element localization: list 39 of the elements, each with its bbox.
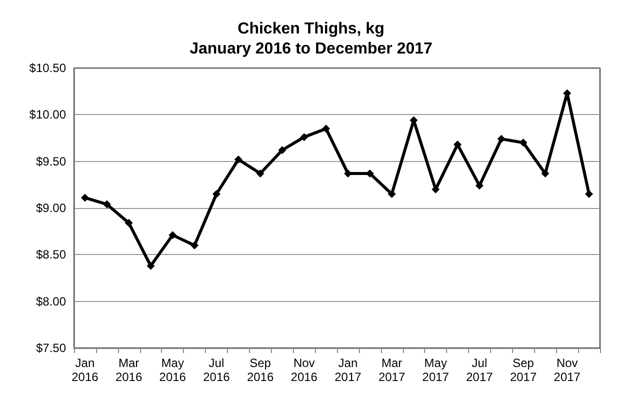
y-tick-label: $9.50 xyxy=(36,154,66,168)
point xyxy=(80,194,89,202)
point xyxy=(212,190,220,198)
y-tick-label: $9.00 xyxy=(36,201,66,215)
point xyxy=(475,182,484,190)
point xyxy=(256,169,264,178)
x-tick-label: Jan 2016 xyxy=(72,356,99,384)
x-tick-label: May 2016 xyxy=(159,356,186,384)
x-tick-label: Jul 2016 xyxy=(203,356,230,384)
y-tick-label: $8.50 xyxy=(36,248,66,262)
x-tick-label: Mar 2017 xyxy=(378,356,406,384)
x-tick-label: Jul 2017 xyxy=(466,356,494,384)
point xyxy=(541,169,550,178)
point xyxy=(497,134,506,143)
y-tick-label: $10.00 xyxy=(29,108,66,122)
chart-title: Chicken Thighs, kg January 2016 to December 2017 xyxy=(190,20,433,58)
point xyxy=(124,218,133,227)
y-tick-label: $8.00 xyxy=(36,294,66,308)
point xyxy=(454,140,462,149)
point xyxy=(234,155,242,164)
x-tick-label: Sep 2017 xyxy=(510,356,537,384)
point xyxy=(585,190,594,198)
y-tick-label: $7.50 xyxy=(36,341,66,355)
x-tick-label: Nov 2016 xyxy=(290,356,318,384)
point xyxy=(168,231,177,240)
x-tick-label: Mar 2016 xyxy=(115,356,142,384)
point xyxy=(300,133,308,142)
point xyxy=(519,138,528,147)
x-tick-label: Nov 2017 xyxy=(554,356,581,384)
y-tick-label: $10.50 xyxy=(29,61,66,75)
x-tick-label: Sep 2016 xyxy=(246,356,274,384)
x-tick-label: Jan 2017 xyxy=(334,356,362,384)
point xyxy=(146,262,155,270)
point xyxy=(278,146,286,154)
point xyxy=(102,200,111,208)
point xyxy=(322,124,330,133)
point xyxy=(190,241,199,250)
x-tick-label: May 2017 xyxy=(422,356,450,384)
point xyxy=(388,190,396,198)
